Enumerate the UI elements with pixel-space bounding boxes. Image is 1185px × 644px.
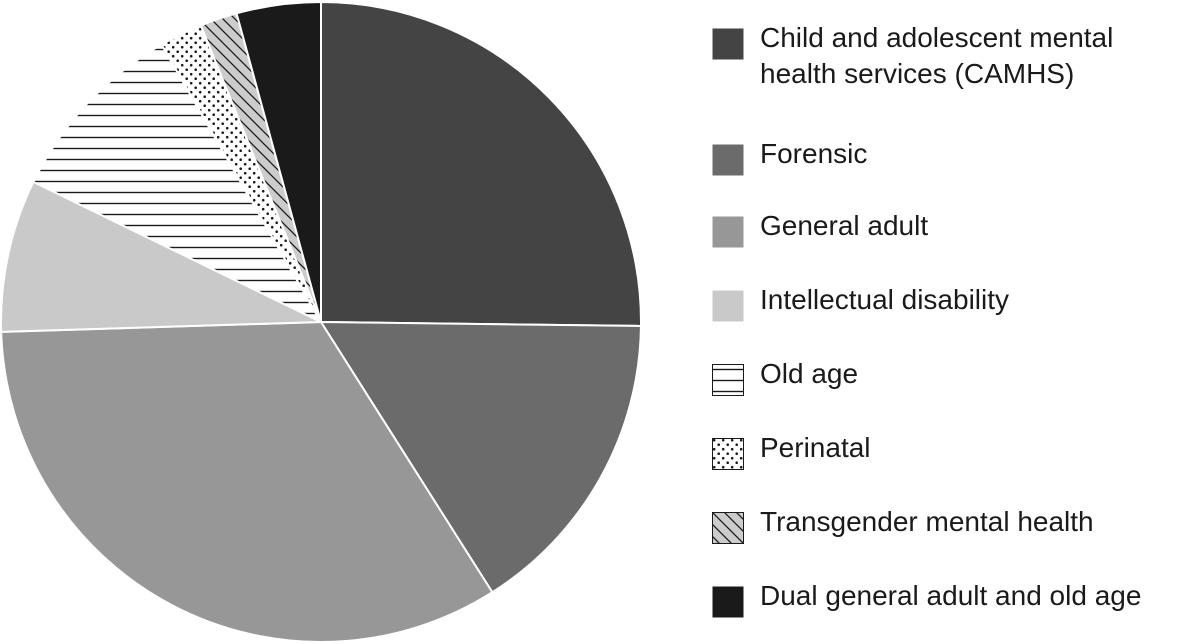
legend-item-dual-general-adult-and-old-age: Dual general adult and old age	[712, 578, 1141, 618]
legend-swatch	[712, 438, 744, 470]
legend-item-child-and-adolescent-mental-health-services-camhs: Child and adolescent mental health servi…	[712, 20, 1170, 92]
pie-slice-general-adult	[0, 321, 494, 643]
legend-label: General adult	[760, 210, 929, 241]
pie-chart	[0, 1, 642, 643]
pie-slice-forensic	[320, 321, 642, 594]
legend-label: Dual general adult and old age	[760, 580, 1142, 611]
legend-label: Old age	[760, 358, 859, 389]
pie-slice-old-age	[32, 43, 322, 323]
pie-slice-child-and-adolescent-mental-health-services-camhs	[320, 1, 642, 327]
legend-item-general-adult: General adult	[712, 208, 928, 248]
pie-slice-intellectual-disability	[0, 180, 322, 333]
legend-label: Child and adolescent mental health servi…	[760, 22, 1114, 89]
legend-item-transgender-mental-health: Transgender mental health	[712, 504, 1094, 544]
legend-label: Transgender mental health	[760, 506, 1094, 537]
legend-swatch	[712, 216, 744, 248]
legend-item-forensic: Forensic	[712, 136, 867, 176]
legend-swatch	[712, 586, 744, 618]
legend-label: Perinatal	[760, 432, 871, 463]
legend-item-old-age: Old age	[712, 356, 858, 396]
pie-slice-dual-general-adult-and-old-age	[235, 1, 322, 323]
legend-item-intellectual-disability: Intellectual disability	[712, 282, 1009, 322]
legend-swatch	[712, 290, 744, 322]
legend-swatch	[712, 144, 744, 176]
legend-swatch	[712, 364, 744, 396]
legend-label: Forensic	[760, 138, 868, 169]
legend-swatch	[712, 512, 744, 544]
legend-swatch	[712, 28, 744, 60]
legend-label: Intellectual disability	[760, 284, 1010, 315]
legend-item-perinatal: Perinatal	[712, 430, 871, 470]
